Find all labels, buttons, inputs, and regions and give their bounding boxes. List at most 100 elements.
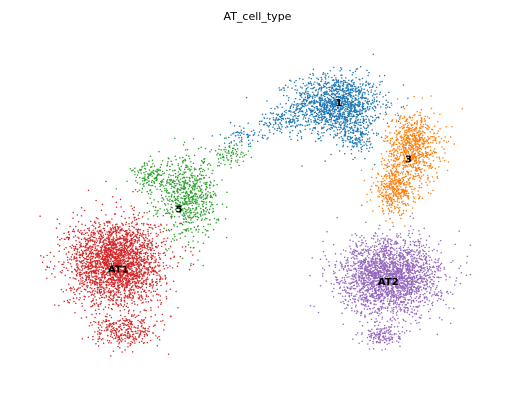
point — [417, 190, 419, 192]
point — [205, 183, 208, 185]
point — [345, 140, 347, 142]
point — [72, 228, 75, 231]
point — [427, 191, 430, 194]
point — [69, 298, 71, 301]
point — [304, 91, 307, 93]
point — [392, 165, 394, 167]
point — [348, 79, 350, 82]
point — [420, 175, 423, 177]
point — [148, 183, 150, 186]
point — [403, 149, 405, 151]
point — [359, 92, 362, 94]
point — [375, 117, 378, 119]
point — [159, 188, 162, 191]
point — [185, 229, 187, 232]
point — [422, 159, 424, 161]
point — [196, 179, 199, 182]
point — [423, 162, 425, 164]
point — [390, 104, 393, 106]
point — [380, 153, 383, 155]
point — [208, 212, 211, 215]
point — [354, 99, 356, 102]
point — [412, 178, 414, 180]
point — [183, 212, 185, 215]
point — [354, 122, 356, 125]
point — [297, 119, 299, 122]
point — [89, 287, 92, 289]
point — [362, 118, 365, 120]
point — [364, 127, 366, 129]
point — [91, 239, 94, 241]
point — [202, 174, 204, 177]
point — [190, 174, 192, 176]
point — [185, 208, 187, 210]
point — [187, 204, 189, 206]
point — [403, 166, 405, 169]
point — [97, 304, 99, 306]
point — [283, 113, 286, 116]
point — [374, 118, 376, 121]
point — [307, 121, 310, 123]
point — [413, 130, 416, 132]
point — [396, 158, 398, 161]
point — [156, 212, 158, 214]
point — [386, 178, 388, 180]
point — [191, 204, 193, 207]
point — [89, 291, 92, 294]
point — [332, 125, 335, 127]
point — [166, 237, 169, 239]
point — [424, 115, 427, 118]
point — [137, 170, 139, 172]
point — [323, 86, 325, 88]
point — [179, 232, 182, 235]
point — [419, 195, 421, 198]
point — [187, 211, 189, 214]
point — [168, 178, 171, 181]
point — [163, 203, 166, 205]
point — [435, 139, 437, 142]
point — [174, 137, 176, 140]
point — [193, 189, 196, 191]
point — [414, 136, 417, 139]
point — [141, 235, 143, 238]
point — [420, 186, 423, 189]
point — [346, 98, 349, 101]
point — [405, 152, 407, 154]
point — [409, 133, 412, 136]
point — [190, 218, 192, 221]
point — [350, 110, 352, 113]
point — [391, 145, 393, 147]
point — [385, 113, 388, 115]
point — [357, 121, 359, 124]
point — [416, 142, 419, 145]
point — [278, 126, 280, 128]
point — [306, 95, 309, 98]
point — [188, 198, 191, 201]
point — [361, 84, 364, 86]
point — [438, 142, 440, 144]
point — [340, 67, 342, 69]
point — [427, 174, 429, 177]
point — [347, 106, 350, 108]
point — [129, 291, 131, 294]
point — [193, 178, 196, 180]
point — [343, 116, 346, 119]
point — [120, 206, 122, 208]
point — [418, 135, 420, 137]
point — [135, 176, 138, 179]
point — [411, 185, 413, 188]
point — [70, 247, 73, 249]
point — [404, 203, 407, 206]
point — [415, 143, 417, 146]
point — [137, 229, 140, 231]
point — [289, 107, 291, 110]
point — [85, 316, 88, 318]
point — [383, 159, 386, 161]
point — [290, 138, 292, 141]
point — [409, 163, 412, 166]
point — [330, 153, 332, 156]
point — [346, 97, 348, 99]
point — [415, 158, 418, 160]
point — [89, 260, 92, 262]
point — [417, 131, 419, 133]
